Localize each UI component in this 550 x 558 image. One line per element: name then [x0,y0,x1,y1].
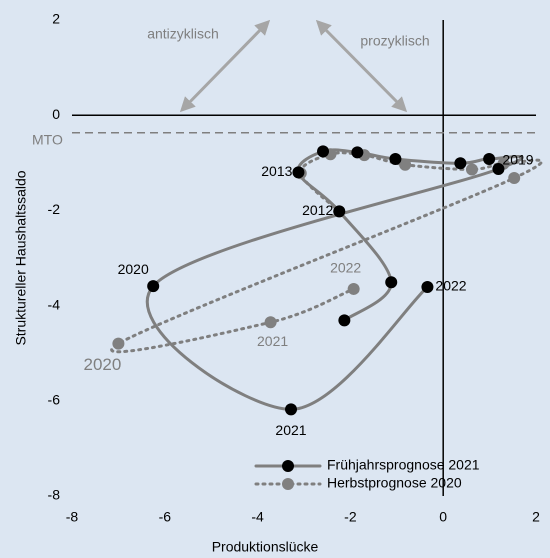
point-label: 2021 [257,333,288,349]
legend-label: Frühjahrsprognose 2021 [327,457,480,473]
marker [385,276,398,289]
marker [147,280,160,293]
x-tick-label: -2 [344,509,357,525]
y-tick-label: 2 [52,11,60,27]
marker [351,146,364,159]
annotation: antizyklisch [147,26,219,42]
point-label: 2022 [435,278,466,294]
point-label: 2021 [275,422,306,438]
x-tick-label: 0 [439,509,447,525]
marker [347,282,360,295]
marker [112,337,125,350]
y-tick-label: 0 [52,106,60,122]
point-label: 2022 [330,260,361,276]
point-label: 2012 [302,202,333,218]
point-label: 2020 [118,261,149,277]
marker [421,281,434,294]
marker [292,166,305,179]
x-tick-label: 2 [532,509,540,525]
marker [508,172,521,185]
series-line [110,151,544,354]
marker [285,403,298,416]
arrow [179,19,271,113]
marker [483,152,496,165]
y-axis-label: Struktureller Haushaltssaldo [13,170,29,345]
marker [333,205,346,218]
x-tick-label: -8 [66,509,79,525]
legend-marker [282,478,294,490]
marker [264,316,277,329]
arrow [315,19,408,113]
y-tick-label: -2 [48,201,61,217]
mto-label: MTO [32,132,63,148]
x-tick-label: -6 [159,509,172,525]
marker [338,314,351,327]
x-axis-label: Produktionslücke [212,539,319,555]
point-label: 2020 [83,355,121,374]
marker [399,158,412,171]
point-label: 2019 [502,152,533,168]
marker [389,152,402,165]
annotation: prozyklisch [360,33,429,49]
marker [317,145,330,158]
y-tick-label: -8 [48,487,61,503]
marker [454,157,467,170]
x-tick-label: -4 [251,509,264,525]
y-tick-label: -6 [48,392,61,408]
point-label: 2013 [261,163,292,179]
marker [465,163,478,176]
legend-marker [282,460,294,472]
legend-label: Herbstprognose 2020 [327,475,462,491]
y-tick-label: -4 [48,296,61,312]
marker [492,162,505,175]
